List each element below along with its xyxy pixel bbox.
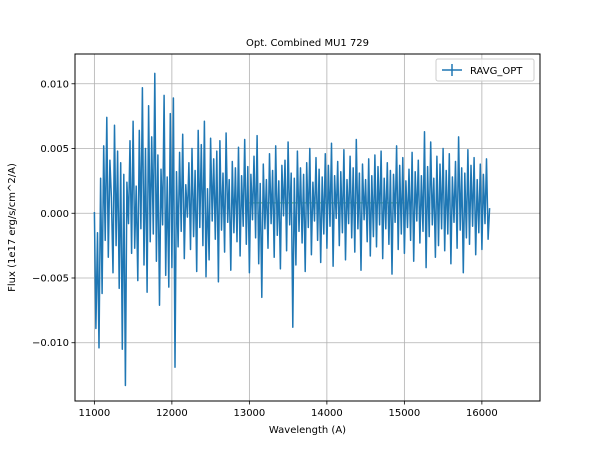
chart-title: Opt. Combined MU1 729	[246, 38, 369, 49]
x-tick-label: 12000	[156, 408, 188, 419]
x-tick-label: 13000	[233, 408, 265, 419]
x-tick-label: 16000	[466, 408, 498, 419]
x-tick-label: 14000	[311, 408, 343, 419]
x-axis-label: Wavelength (A)	[269, 425, 346, 436]
y-axis-ticks: −0.010 −0.005 0.000 0.005 0.010	[32, 79, 75, 349]
y-tick-label: 0.005	[40, 144, 69, 155]
y-axis-label: Flux (1e17 erg/s/cm^2/A)	[7, 163, 18, 292]
y-tick-label: −0.005	[32, 273, 69, 284]
legend: RAVG_OPT	[435, 58, 535, 82]
y-tick-label: 0.010	[40, 79, 69, 90]
x-tick-label: 15000	[388, 408, 420, 419]
y-tick-label: −0.010	[32, 338, 69, 349]
plot-frame	[74, 53, 541, 402]
series-line-ravg-opt	[93, 72, 491, 387]
x-tick-label: 11000	[78, 408, 110, 419]
legend-label-ravg-opt: RAVG_OPT	[470, 66, 523, 77]
series-layer	[93, 72, 491, 387]
y-tick-label: 0.000	[40, 209, 69, 220]
legend-box	[435, 58, 535, 82]
x-axis-ticks: 11000 12000 13000 14000 15000 16000	[78, 401, 498, 419]
